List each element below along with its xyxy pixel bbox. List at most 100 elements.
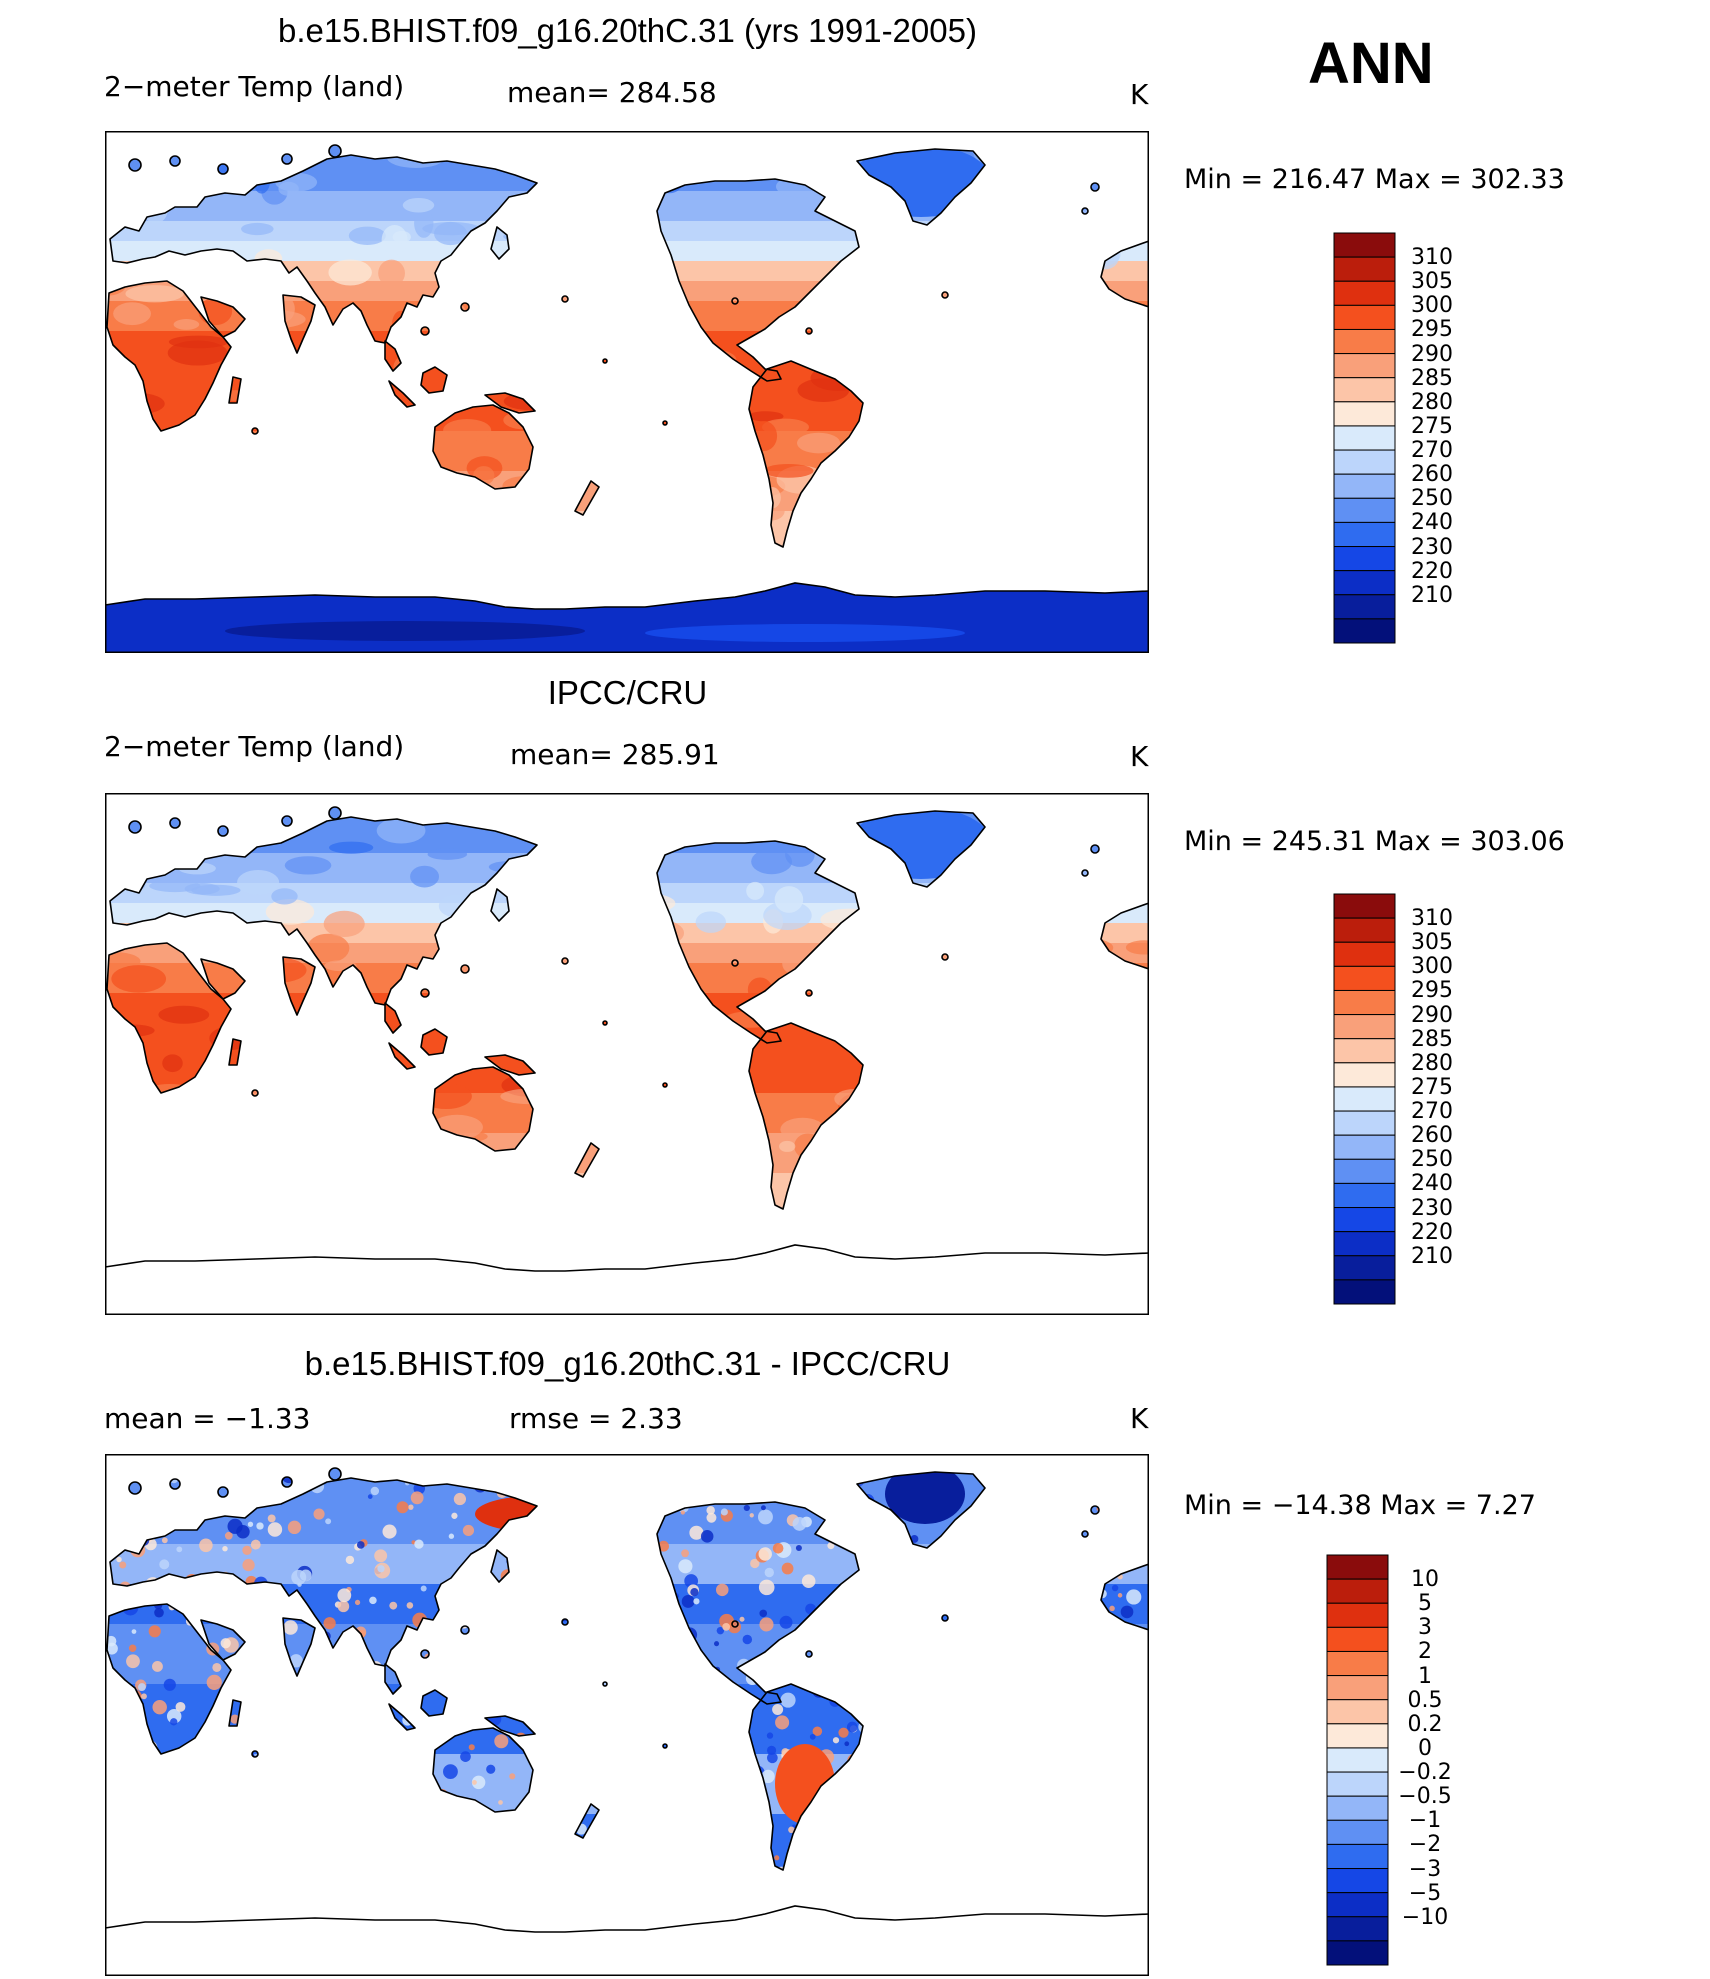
colorbar-swatch: [1333, 449, 1396, 475]
colorbar-swatch: [1333, 473, 1396, 499]
colorbar-tick-label: −3: [1408, 1856, 1442, 1882]
colorbar-swatch: [1326, 1892, 1389, 1918]
colorbar-swatch: [1333, 965, 1396, 991]
panel-2-units: K: [1130, 740, 1149, 773]
colorbar-swatch: [1333, 1255, 1396, 1281]
colorbar-swatch: [1326, 1916, 1389, 1942]
colorbar-swatch: [1326, 1843, 1389, 1870]
panel-2-center-label: mean= 285.91: [510, 738, 720, 771]
colorbar-tick-label: 305: [1411, 930, 1453, 956]
colorbar-swatch: [1333, 1207, 1396, 1233]
colorbar-swatch: [1326, 1747, 1389, 1773]
colorbar-tick-label: 275: [1411, 413, 1453, 439]
colorbar-swatch: [1333, 618, 1396, 644]
panel-3-center-label: rmse = 2.33: [509, 1402, 683, 1435]
colorbar-tick-label: 260: [1411, 462, 1453, 488]
colorbar-swatch: [1333, 1231, 1396, 1257]
colorbar-swatch: [1326, 1578, 1389, 1604]
colorbar-swatch: [1326, 1940, 1389, 1966]
colorbar-tick-label: 295: [1411, 317, 1453, 343]
panel-1-header: b.e15.BHIST.f09_g16.20thC.31 (yrs 1991-2…: [278, 12, 977, 49]
colorbar-swatch: [1326, 1626, 1389, 1652]
panel-3-units: K: [1130, 1402, 1149, 1435]
colorbar-tick-label: −5: [1408, 1880, 1442, 1906]
panel-3-colorbar: 10 5 3 2 1 0.5 0.2 0 −0.2 −0.5 −1 −2 −3 −5 −10: [1326, 1554, 1477, 1966]
colorbar-tick-label: 240: [1411, 510, 1453, 536]
colorbar-swatch: [1333, 353, 1396, 379]
colorbar-swatch: [1326, 1771, 1389, 1797]
colorbar-tick-label: 310: [1411, 245, 1453, 271]
colorbar-tick-label: 0: [1418, 1735, 1432, 1761]
colorbar-tick-label: 210: [1411, 582, 1453, 608]
colorbar-swatch: [1333, 1038, 1396, 1064]
colorbar-tick-label: 290: [1411, 1002, 1453, 1028]
colorbar-tick-label: 270: [1411, 1099, 1453, 1125]
colorbar-tick-label: −0.2: [1398, 1760, 1452, 1786]
colorbar-tick-label: 0.5: [1407, 1687, 1443, 1713]
colorbar-swatch: [1333, 256, 1396, 282]
colorbar-swatch: [1333, 941, 1396, 967]
colorbar-tick-label: 285: [1411, 1026, 1453, 1052]
colorbar-tick-label: 295: [1411, 978, 1453, 1004]
colorbar-tick-label: 300: [1411, 954, 1453, 980]
panel-3-header: b.e15.BHIST.f09_g16.20thC.31 - IPCC/CRU: [304, 1345, 951, 1382]
colorbar-swatch: [1333, 1182, 1396, 1209]
colorbar-swatch: [1333, 1158, 1396, 1184]
colorbar-swatch: [1333, 497, 1396, 523]
colorbar-tick-label: 250: [1411, 486, 1453, 512]
colorbar-swatch: [1333, 521, 1396, 548]
panel-2-colorbar: 310 305 300 295 290 285 280 275 270 260 250 240 230 2…: [1333, 893, 1474, 1305]
colorbar-swatch: [1326, 1650, 1389, 1677]
colorbar-tick-label: −0.5: [1398, 1784, 1452, 1810]
colorbar-swatch: [1333, 989, 1396, 1016]
colorbar-swatch: [1326, 1795, 1389, 1821]
colorbar-tick-label: 230: [1411, 534, 1453, 560]
panel-1-map: [105, 131, 1149, 653]
colorbar-tick-label: 3: [1418, 1615, 1432, 1641]
season-label: ANN: [1308, 31, 1434, 96]
panel-3-left-label: mean = −1.33: [104, 1402, 311, 1435]
colorbar-tick-label: 310: [1411, 906, 1453, 932]
panel-1-left-label: 2−meter Temp (land): [104, 70, 405, 103]
colorbar-tick-label: 210: [1411, 1243, 1453, 1269]
panel-3-map: [105, 1454, 1149, 1976]
panel-3-minmax: Min = −14.38 Max = 7.27: [1184, 1490, 1536, 1521]
colorbar-swatch: [1333, 570, 1396, 596]
colorbar-swatch: [1333, 893, 1396, 919]
colorbar-swatch: [1333, 594, 1396, 620]
colorbar-swatch: [1333, 1279, 1396, 1305]
colorbar-swatch: [1333, 304, 1396, 330]
colorbar-swatch: [1333, 1110, 1396, 1136]
colorbar-swatch: [1326, 1554, 1389, 1580]
colorbar-swatch: [1333, 232, 1396, 258]
panel-2-map: [105, 793, 1149, 1315]
colorbar-tick-label: −10: [1401, 1904, 1449, 1930]
panel-1-center-label: mean= 284.58: [507, 76, 717, 109]
colorbar-swatch: [1333, 328, 1396, 355]
colorbar-swatch: [1333, 917, 1396, 943]
colorbar-tick-label: 280: [1411, 389, 1453, 415]
colorbar-tick-label: 220: [1411, 558, 1453, 584]
colorbar-tick-label: 280: [1411, 1050, 1453, 1076]
colorbar-swatch: [1326, 1675, 1389, 1701]
colorbar-swatch: [1333, 1014, 1396, 1040]
panel-1-units: K: [1130, 78, 1149, 111]
colorbar-swatch: [1333, 425, 1396, 451]
colorbar-tick-label: 230: [1411, 1195, 1453, 1221]
colorbar-swatch: [1326, 1723, 1389, 1749]
colorbar-tick-label: 290: [1411, 341, 1453, 367]
colorbar-swatch: [1326, 1819, 1389, 1845]
colorbar-tick-label: 260: [1411, 1123, 1453, 1149]
colorbar-tick-label: 1: [1418, 1663, 1432, 1689]
colorbar-tick-label: 0.2: [1407, 1711, 1443, 1737]
colorbar-tick-label: 250: [1411, 1147, 1453, 1173]
colorbar-swatch: [1326, 1602, 1389, 1628]
colorbar-tick-label: 300: [1411, 293, 1453, 319]
colorbar-tick-label: 285: [1411, 365, 1453, 391]
colorbar-tick-label: 275: [1411, 1074, 1453, 1100]
panel-2-left-label: 2−meter Temp (land): [104, 730, 405, 763]
colorbar-tick-label: 240: [1411, 1171, 1453, 1197]
colorbar-tick-label: 10: [1411, 1567, 1439, 1593]
colorbar-tick-label: 2: [1418, 1639, 1432, 1665]
colorbar-swatch: [1333, 377, 1396, 403]
